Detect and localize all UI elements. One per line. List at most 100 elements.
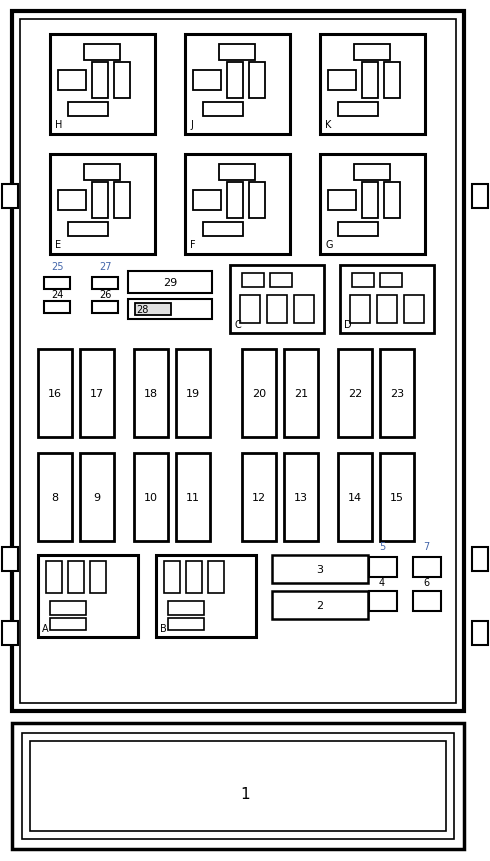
Bar — [249, 63, 265, 99]
Bar — [267, 295, 287, 324]
Bar — [50, 618, 86, 630]
Bar — [472, 548, 488, 572]
Bar — [338, 102, 378, 117]
Bar — [369, 592, 397, 611]
Bar — [208, 561, 224, 593]
Text: 19: 19 — [186, 388, 200, 399]
Bar — [80, 454, 114, 542]
Text: 15: 15 — [390, 492, 404, 503]
Bar — [472, 185, 488, 208]
Text: 14: 14 — [348, 492, 362, 503]
Bar — [328, 71, 356, 91]
Bar — [50, 601, 86, 616]
Bar — [20, 20, 456, 703]
Bar — [176, 454, 210, 542]
Bar — [338, 350, 372, 437]
Text: 16: 16 — [48, 388, 62, 399]
Bar — [369, 557, 397, 578]
Text: 21: 21 — [294, 388, 308, 399]
Text: 9: 9 — [94, 492, 100, 503]
Bar — [38, 454, 72, 542]
Bar — [352, 274, 374, 288]
Text: 12: 12 — [252, 492, 266, 503]
Bar — [413, 557, 441, 578]
Text: 22: 22 — [348, 388, 362, 399]
Bar — [284, 350, 318, 437]
Text: C: C — [234, 319, 241, 330]
Text: 8: 8 — [51, 492, 59, 503]
Bar — [44, 278, 70, 289]
Text: 5: 5 — [379, 542, 385, 551]
Text: G: G — [325, 239, 333, 250]
Bar — [68, 561, 84, 593]
Bar — [413, 592, 441, 611]
Text: 17: 17 — [90, 388, 104, 399]
Bar — [168, 618, 204, 630]
Bar — [134, 454, 168, 542]
Text: 28: 28 — [136, 305, 148, 314]
Bar — [380, 350, 414, 437]
Bar — [12, 12, 464, 711]
Bar — [58, 191, 86, 211]
Bar — [193, 71, 221, 91]
Bar — [272, 555, 368, 583]
Text: 7: 7 — [423, 542, 429, 551]
Bar — [68, 102, 108, 117]
Bar — [362, 63, 378, 99]
Bar — [354, 164, 390, 181]
Bar — [384, 63, 400, 99]
Bar — [193, 191, 221, 211]
Bar — [114, 63, 130, 99]
Bar — [472, 622, 488, 645]
Bar — [249, 183, 265, 219]
Bar — [92, 183, 108, 219]
Bar — [380, 454, 414, 542]
Text: F: F — [190, 239, 196, 250]
Bar — [219, 164, 255, 181]
Text: 3: 3 — [317, 564, 323, 574]
Text: 20: 20 — [252, 388, 266, 399]
Text: H: H — [55, 120, 62, 130]
Text: A: A — [42, 623, 49, 633]
Text: 13: 13 — [294, 492, 308, 503]
Bar — [156, 555, 256, 637]
Text: 2: 2 — [317, 600, 323, 610]
Bar — [270, 274, 292, 288]
Bar — [114, 183, 130, 219]
Bar — [176, 350, 210, 437]
Bar — [44, 301, 70, 313]
Bar — [38, 555, 138, 637]
Bar — [84, 45, 120, 61]
Bar — [92, 278, 118, 289]
Bar — [227, 63, 243, 99]
Bar — [22, 734, 454, 839]
Bar — [186, 561, 202, 593]
Bar — [203, 102, 243, 117]
Bar — [242, 274, 264, 288]
Bar — [350, 295, 370, 324]
Bar — [240, 295, 260, 324]
Bar — [2, 548, 18, 572]
Bar — [68, 223, 108, 237]
Bar — [90, 561, 106, 593]
Text: 24: 24 — [51, 289, 63, 300]
Bar — [2, 622, 18, 645]
Bar — [2, 185, 18, 208]
Text: 11: 11 — [186, 492, 200, 503]
Bar — [203, 223, 243, 237]
Bar — [219, 45, 255, 61]
Bar — [164, 561, 180, 593]
Bar — [272, 592, 368, 619]
Bar — [12, 723, 464, 849]
Bar — [128, 272, 212, 294]
Bar — [320, 155, 425, 255]
Bar — [50, 155, 155, 255]
Bar — [135, 304, 171, 316]
Text: E: E — [55, 239, 61, 250]
Bar — [384, 183, 400, 219]
Text: 26: 26 — [99, 289, 111, 300]
Bar — [338, 454, 372, 542]
Text: 1: 1 — [240, 787, 250, 802]
Text: 25: 25 — [51, 262, 63, 272]
Bar — [354, 45, 390, 61]
